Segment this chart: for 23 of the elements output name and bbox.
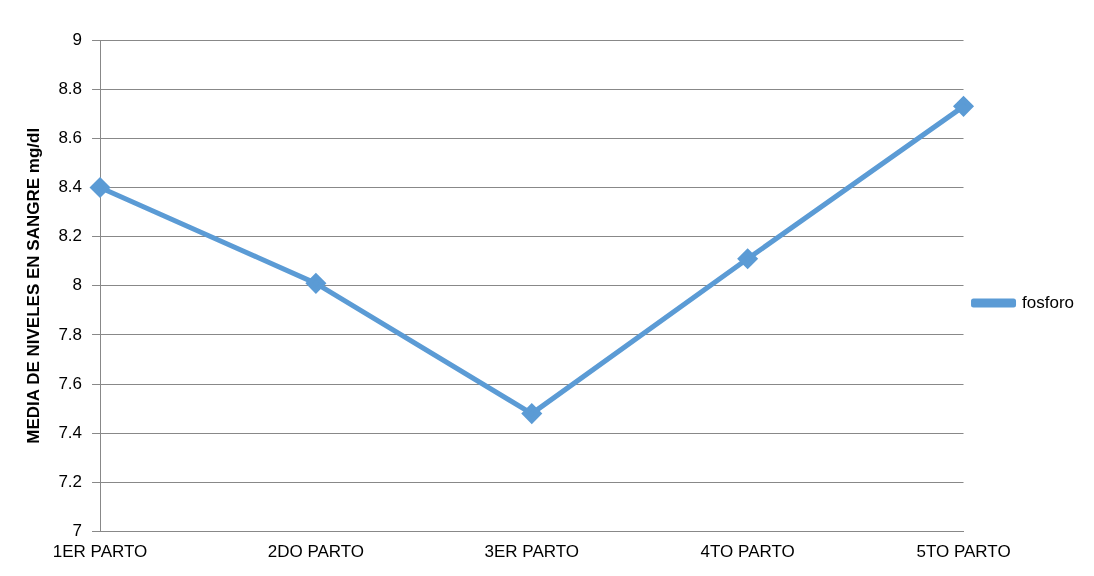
y-tick-label: 9 (72, 29, 83, 49)
point (954, 96, 974, 116)
y-tick-label: 8.4 (58, 177, 83, 197)
point (522, 404, 542, 424)
x-tick-label: 3ER PARTO (484, 542, 580, 562)
y-tick-label: 7.8 (58, 324, 83, 344)
x-tick-label: 4TO PARTO (700, 542, 795, 562)
point (306, 273, 326, 293)
x-tick-label: 2DO PARTO (267, 542, 365, 562)
point (90, 177, 110, 197)
y-axis-title: MEDIA DE NIVELES EN SANGRE mg/dl (23, 127, 43, 444)
y-tick-label: 7.2 (58, 472, 83, 492)
legend-label: fosforo (1022, 292, 1075, 312)
x-tick-label: 5TO PARTO (916, 542, 1011, 562)
point (738, 249, 758, 269)
y-tick-label: 8.6 (58, 128, 83, 148)
y-tick-label: 7 (72, 521, 83, 541)
x-tick-label: 1ER PARTO (52, 542, 148, 562)
y-tick-label: 8.8 (58, 78, 83, 98)
y-tick-label: 8 (72, 275, 83, 295)
y-tick-label: 7.6 (58, 373, 83, 393)
y-tick-label: 7.4 (58, 422, 83, 442)
y-tick-label: 8.2 (58, 226, 83, 246)
